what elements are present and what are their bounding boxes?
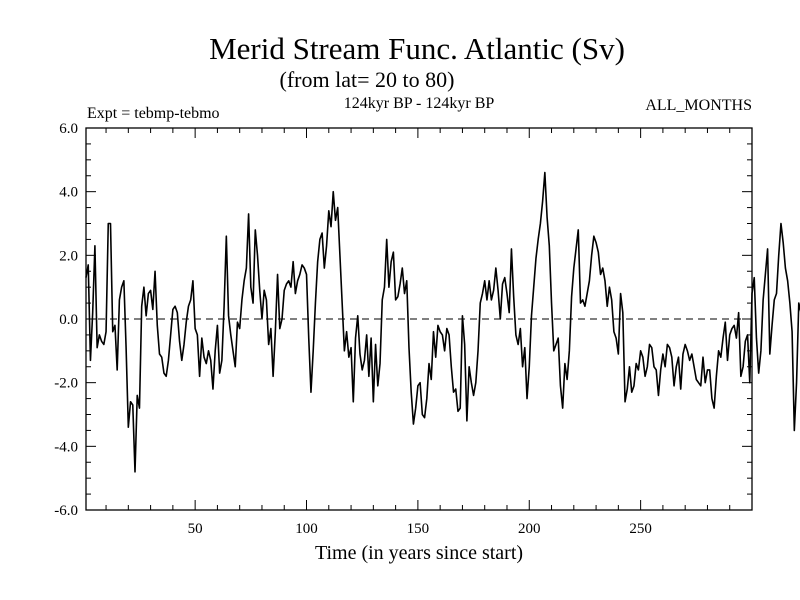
x-tick-label: 150 (407, 521, 430, 537)
chart-subtitle: (from lat= 20 to 80) (280, 67, 455, 92)
months-label: ALL_MONTHS (645, 97, 752, 114)
plot-area: -6.0 -4.0 -2.0 0.0 2.0 4.0 6.0 50 100 150 200 250 (54, 121, 800, 537)
y-tick-label: -4.0 (54, 439, 78, 455)
period-label: 124kyr BP - 124kyr BP (344, 95, 495, 112)
y-tick-label: 4.0 (59, 185, 78, 201)
x-tick-label: 50 (188, 521, 203, 537)
y-tick-label: 0.0 (59, 312, 78, 328)
x-tick-label: 200 (518, 521, 541, 537)
y-tick-label: -6.0 (54, 503, 78, 519)
series-line (85, 171, 800, 473)
y-tick-label: -2.0 (54, 376, 78, 392)
experiment-label: Expt = tebmp-tebmo (87, 105, 220, 122)
chart-title: Merid Stream Func. Atlantic (Sv) (209, 31, 625, 66)
x-tick-label: 100 (295, 521, 318, 537)
y-tick-label: 6.0 (59, 121, 78, 137)
y-tick-label: 2.0 (59, 248, 78, 264)
x-tick-label: 250 (629, 521, 652, 537)
x-axis-label: Time (in years since start) (315, 542, 523, 564)
